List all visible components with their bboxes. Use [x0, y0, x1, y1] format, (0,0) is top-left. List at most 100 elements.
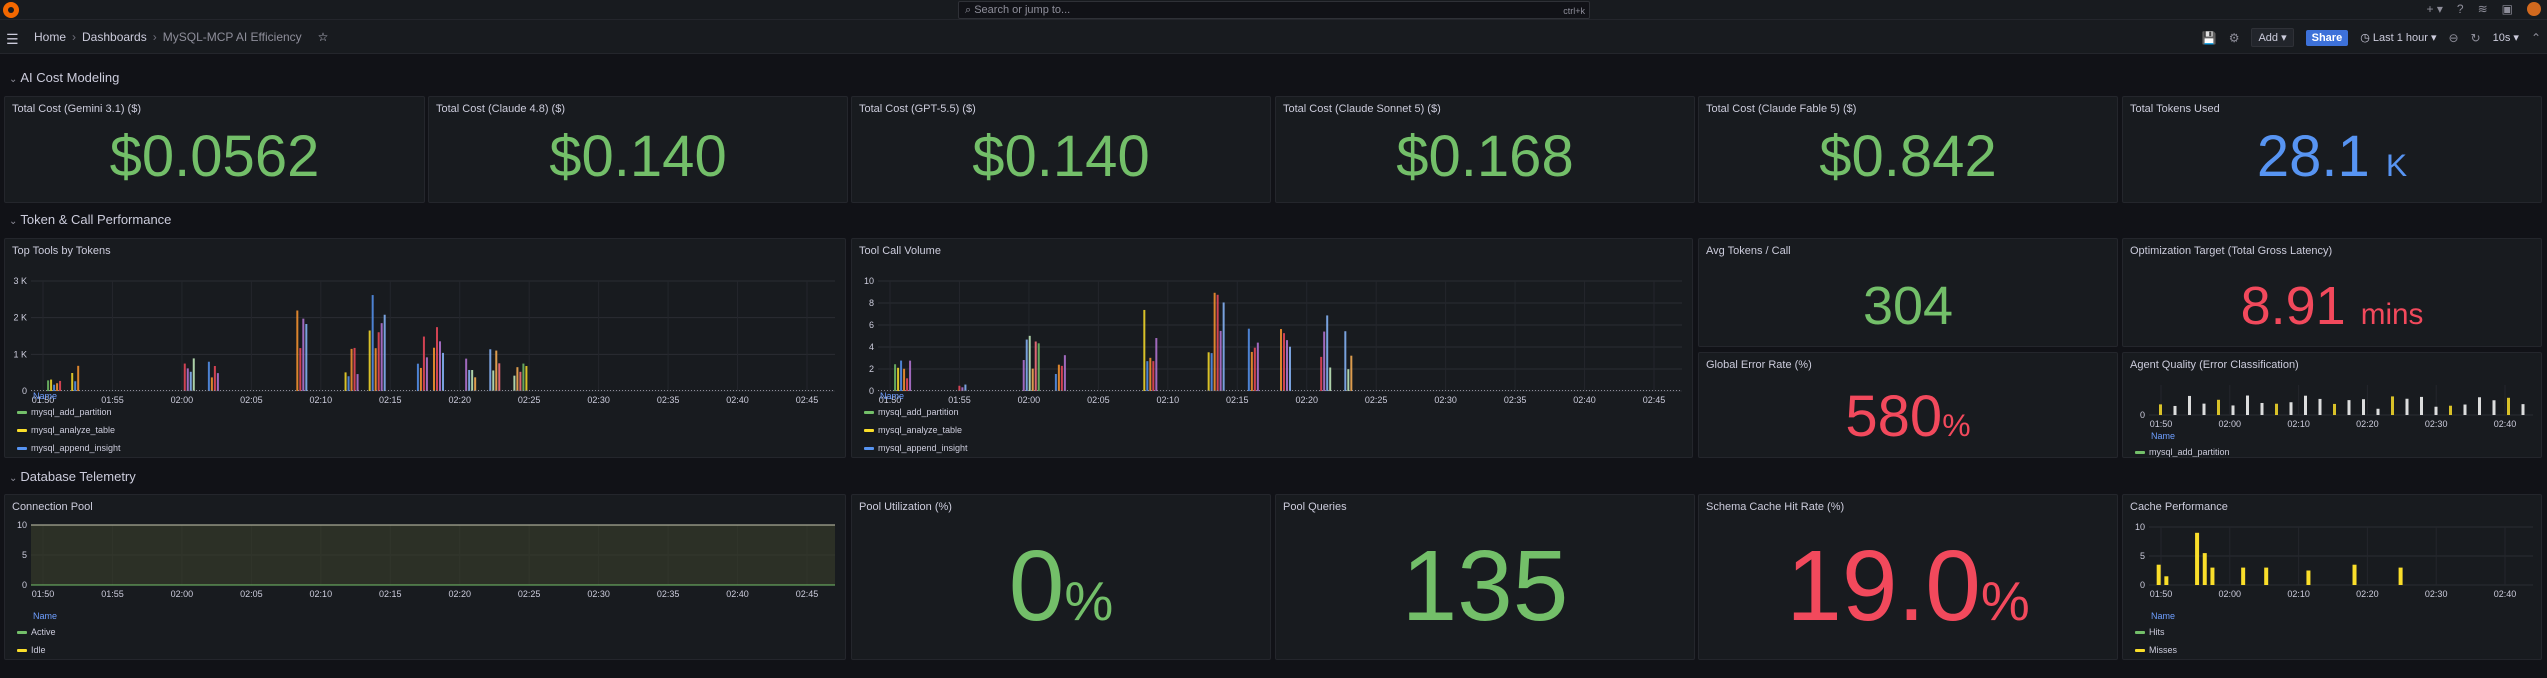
x-tick-label: 01:50	[32, 589, 55, 599]
panel-agent-quality[interactable]: Agent Quality (Error Classification) 0 01…	[2122, 352, 2542, 458]
legend-header[interactable]: Name	[2151, 431, 2176, 441]
add-label: Add	[2258, 32, 2279, 44]
zoom-out-icon[interactable]: ⊖	[2448, 30, 2459, 45]
panel-cache-performance[interactable]: Cache Performance 0 5 10 01:50 02:00 02:10 02:…	[2122, 494, 2542, 660]
bar	[655, 390, 656, 391]
breadcrumb-separator-icon: ›	[152, 30, 157, 44]
panel-pool-utilization[interactable]: Pool Utilization (%) 0%	[851, 494, 1271, 660]
panel-opt-target[interactable]: Optimization Target (Total Gross Latency…	[2122, 238, 2542, 347]
refresh-interval[interactable]: 10s ▾	[2492, 32, 2519, 44]
bar	[1523, 390, 1524, 391]
bar	[1022, 360, 1025, 391]
x-tick-label: 02:00	[2219, 419, 2242, 429]
legend-header[interactable]: Name	[33, 611, 58, 621]
x-tick-label: 02:10	[310, 395, 333, 405]
bar	[100, 390, 101, 391]
share-button[interactable]: Share	[2305, 29, 2349, 46]
search-input[interactable]: ⌕ Search or jump to... ctrl+k	[958, 1, 1590, 19]
bar	[1388, 390, 1389, 391]
bar	[1064, 390, 1065, 391]
section-ai-cost[interactable]: ⌄ AI Cost Modeling	[9, 70, 119, 85]
chart-agent-quality[interactable]: 0 01:50 02:00 02:10 02:20 02:30 02:40	[2123, 375, 2542, 435]
legend-item[interactable]: mysql_append_insight	[17, 443, 121, 453]
grafana-logo-icon[interactable]	[3, 2, 19, 18]
breadcrumb-home[interactable]: Home	[34, 30, 67, 44]
news-icon[interactable]: ≋	[2477, 2, 2488, 16]
legend-item[interactable]: mysql_add_partition	[864, 407, 959, 417]
legend-header[interactable]: Name	[880, 391, 905, 401]
bar	[406, 390, 407, 391]
bar	[724, 390, 725, 391]
bar	[971, 390, 972, 391]
panel-cost-gemini[interactable]: Total Cost (Gemini 3.1) ($) $0.0562	[4, 96, 425, 203]
bar	[124, 390, 125, 391]
bar	[487, 390, 488, 391]
add-button[interactable]: Add ▾	[2251, 28, 2294, 47]
y-tick-label: 0	[22, 580, 27, 590]
bar	[181, 390, 182, 391]
chart-cache-performance[interactable]: 0 5 10 01:50 02:00 02:10 02:20 02:30 02:40	[2123, 517, 2542, 627]
section-db-telemetry[interactable]: ⌄ Database Telemetry	[9, 469, 136, 484]
time-picker[interactable]: ◷ Last 1 hour ▾	[2360, 32, 2437, 44]
panel-pool-queries[interactable]: Pool Queries 135	[1275, 494, 1695, 660]
panel-cost-claude48[interactable]: Total Cost (Claude 4.8) ($) $0.140	[428, 96, 848, 203]
legend-item[interactable]: mysql_append_insight	[864, 443, 968, 453]
help-icon[interactable]: ?	[2456, 2, 2464, 16]
panel-cost-sonnet5[interactable]: Total Cost (Claude Sonnet 5) ($) $0.168	[1275, 96, 1695, 203]
breadcrumb-dashboards[interactable]: Dashboards	[82, 30, 147, 44]
chart-tool-calls[interactable]: 0 2 4 6 8 10 01:50 01:55 02:00 02:05 02:10 02:15 02:…	[852, 261, 1693, 421]
section-token-perf[interactable]: ⌄ Token & Call Performance	[9, 212, 171, 227]
bar	[1145, 390, 1146, 391]
menu-icon[interactable]: ☰	[6, 31, 19, 47]
panel-top-tools[interactable]: Top Tools by Tokens 0 1 K 2 K 3 K 01:50 01:55…	[4, 238, 846, 458]
stat-value: 580	[1845, 384, 1943, 449]
legend-label: mysql_add_partition	[878, 407, 959, 417]
bar	[1106, 390, 1107, 391]
bar	[340, 390, 341, 391]
refresh-icon[interactable]: ↻	[2470, 30, 2481, 45]
bar	[374, 348, 377, 391]
settings-icon[interactable]: ⚙	[2228, 30, 2240, 45]
panel-avg-tokens[interactable]: Avg Tokens / Call 304	[1698, 238, 2118, 347]
panel-total-tokens[interactable]: Total Tokens Used 28.1 K	[2122, 96, 2542, 203]
bar	[439, 341, 441, 391]
x-tick-label: 01:55	[948, 395, 971, 405]
panel-connection-pool[interactable]: Connection Pool 0 5 10 01:50 01:55 02:00 02:05…	[4, 494, 846, 660]
bar	[1127, 390, 1128, 391]
sidebar-toggle-icon[interactable]: ▣	[2501, 2, 2513, 16]
bar	[1184, 390, 1185, 391]
legend-item[interactable]: mysql_analyze_table	[17, 425, 115, 435]
bar	[1034, 341, 1037, 391]
avatar[interactable]	[2527, 2, 2541, 16]
panel-cost-fable5[interactable]: Total Cost (Claude Fable 5) ($) $0.842	[1698, 96, 2118, 203]
bar	[1244, 390, 1245, 391]
bar	[353, 347, 356, 391]
legend-item[interactable]: Hits	[2135, 627, 2165, 637]
collapse-icon[interactable]: ⌃	[2530, 30, 2541, 45]
legend-item[interactable]: Misses	[2135, 645, 2177, 655]
legend-item[interactable]: Active	[17, 627, 56, 637]
legend-item[interactable]: mysql_analyze_table	[864, 425, 962, 435]
panel-cost-gpt55[interactable]: Total Cost (GPT-5.5) ($) $0.140	[851, 96, 1271, 203]
legend-item[interactable]: Idle	[17, 645, 46, 655]
bar	[592, 390, 593, 391]
legend-header[interactable]: Name	[2151, 611, 2176, 621]
bar	[1565, 390, 1566, 391]
bar	[1553, 390, 1554, 391]
bar	[1219, 330, 1222, 391]
legend-header[interactable]: Name	[33, 391, 58, 401]
x-tick-label: 02:20	[2356, 589, 2379, 599]
chart-top-tools[interactable]: 0 1 K 2 K 3 K 01:50 01:55 02:00 02:05 02:10 02:15…	[5, 261, 846, 421]
chart-connection-pool[interactable]: 0 5 10 01:50 01:55 02:00 02:05 02:10 02:15 02:20 0…	[5, 517, 846, 627]
legend-item[interactable]: mysql_add_partition	[17, 407, 112, 417]
bar	[787, 390, 788, 391]
save-icon[interactable]: 💾	[2201, 30, 2217, 45]
panel-tool-calls[interactable]: Tool Call Volume 0 2 4 6 8 10 01:50 01:55 02:00 0…	[851, 238, 1693, 458]
panel-cache-hit-rate[interactable]: Schema Cache Hit Rate (%) 19.0%	[1698, 494, 2118, 660]
legend-item[interactable]: mysql_add_partition	[2135, 447, 2230, 457]
panel-error-rate[interactable]: Global Error Rate (%) 580%	[1698, 352, 2118, 458]
bar	[385, 390, 386, 391]
x-tick-label: 02:05	[1087, 395, 1110, 405]
plus-icon[interactable]: + ▾	[2426, 2, 2443, 16]
star-icon[interactable]: ☆	[317, 30, 329, 44]
